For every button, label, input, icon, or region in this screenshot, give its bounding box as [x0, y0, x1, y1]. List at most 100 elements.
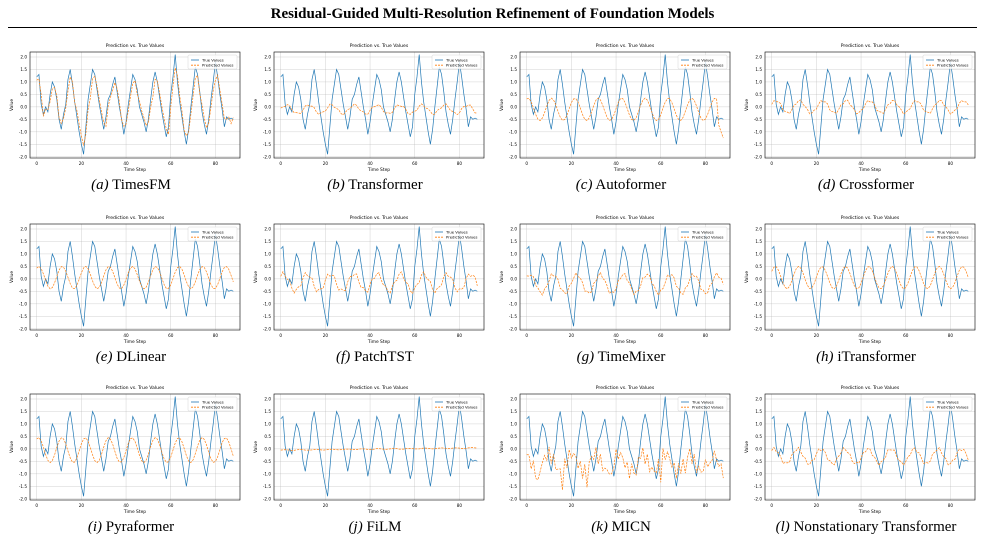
caption-label: (h): [816, 349, 834, 365]
x-tick-label: 0: [35, 503, 38, 508]
y-tick-label: -2.0: [263, 326, 272, 331]
plot-title: Prediction vs. True Values: [841, 385, 900, 391]
x-tick-label: 40: [858, 161, 864, 166]
legend-label: Predicted Values: [446, 235, 477, 240]
x-tick-label: 20: [79, 503, 85, 508]
x-tick-label: 80: [948, 333, 954, 338]
x-tick-label: 60: [658, 333, 664, 338]
y-tick-label: 1.0: [755, 251, 762, 256]
caption-model-name: PatchTST: [353, 349, 414, 365]
x-axis-label: Time Step: [858, 339, 881, 345]
figure-grid: Prediction vs. True Values -2.0 -1.5 -1.0 -0…: [0, 38, 985, 559]
y-axis-label: Value: [253, 271, 259, 283]
x-axis-label: Time Step: [613, 339, 636, 345]
caption-label: (a): [91, 177, 109, 193]
caption-model-name: MICN: [611, 519, 651, 535]
legend-label: True Values: [936, 399, 959, 404]
series-line-predicted-values: [36, 67, 234, 146]
chart-panel-d: Prediction vs. True Values -2.0 -1.5 -1.0 -0…: [743, 38, 985, 211]
y-tick-label: -1.0: [754, 301, 763, 306]
y-tick-label: 1.0: [20, 79, 27, 84]
y-tick-label: -2.0: [19, 326, 28, 331]
subfigure-caption: (g) TimeMixer: [498, 349, 744, 366]
y-tick-label: 0.0: [510, 276, 517, 281]
y-tick-label: -1.0: [509, 301, 518, 306]
y-tick-label: -1.5: [19, 142, 28, 147]
y-tick-label: 0.0: [264, 276, 271, 281]
legend-label: Predicted Values: [202, 63, 233, 68]
plot-frame: [764, 51, 976, 159]
series-line-predicted-values: [36, 437, 234, 464]
caption-label: (f): [336, 349, 351, 365]
y-axis-label: Value: [499, 99, 505, 111]
y-tick-label: 2.0: [20, 54, 27, 59]
caption-model-name: Pyraformer: [105, 519, 175, 535]
plot-title: Prediction vs. True Values: [596, 385, 655, 391]
y-tick-label: 1.5: [755, 409, 762, 414]
plot-title: Prediction vs. True Values: [596, 43, 655, 49]
y-tick-label: 0.0: [20, 446, 27, 451]
chart-panel-j: Prediction vs. True Values -2.0 -1.5 -1.0 -0…: [252, 380, 498, 553]
x-axis-label: Time Step: [858, 167, 881, 173]
x-tick-label: 0: [279, 503, 282, 508]
x-tick-label: 80: [703, 503, 709, 508]
y-tick-label: 1.5: [264, 409, 271, 414]
legend-label: Predicted Values: [446, 405, 477, 410]
y-tick-label: 1.0: [755, 79, 762, 84]
plot-title: Prediction vs. True Values: [596, 215, 655, 221]
chart-panel-h: Prediction vs. True Values -2.0 -1.5 -1.0 -0…: [743, 210, 985, 383]
y-tick-label: -1.0: [19, 301, 28, 306]
legend-label: Predicted Values: [692, 235, 723, 240]
plot-title: Prediction vs. True Values: [350, 215, 409, 221]
subfigure-caption: (f) PatchTST: [252, 349, 498, 366]
legend-label: True Values: [201, 57, 224, 62]
y-axis-label: Value: [744, 441, 750, 453]
x-tick-label: 40: [613, 333, 619, 338]
y-tick-label: 1.5: [264, 239, 271, 244]
y-tick-label: 1.0: [264, 421, 271, 426]
y-tick-label: 1.5: [264, 67, 271, 72]
x-tick-label: 80: [703, 333, 709, 338]
plot-frame: [273, 393, 485, 501]
y-tick-label: -1.5: [509, 314, 518, 319]
y-tick-label: -0.5: [263, 117, 272, 122]
y-tick-label: 0.5: [755, 264, 762, 269]
legend-box: [677, 226, 728, 242]
legend-label: Predicted Values: [692, 405, 723, 410]
caption-label: (l): [775, 519, 790, 535]
plot-title: Prediction vs. True Values: [841, 215, 900, 221]
caption-model-name: Crossformer: [839, 177, 915, 193]
x-tick-label: 80: [948, 503, 954, 508]
y-tick-label: 0.0: [755, 446, 762, 451]
series-line-true-values: [36, 226, 234, 327]
y-tick-label: 0.5: [510, 434, 517, 439]
series-line-true-values: [280, 54, 478, 155]
x-axis-label: Time Step: [123, 167, 146, 173]
y-tick-label: -2.0: [19, 496, 28, 501]
legend-label: True Values: [445, 229, 468, 234]
legend-label: Predicted Values: [446, 63, 477, 68]
x-tick-label: 80: [457, 503, 463, 508]
series-line-predicted-values: [771, 99, 969, 115]
y-tick-label: 0.0: [20, 276, 27, 281]
plot-frame: [29, 393, 241, 501]
legend-label: True Values: [445, 399, 468, 404]
y-tick-label: -2.0: [263, 154, 272, 159]
y-tick-label: 1.5: [510, 409, 517, 414]
chart-panel-g: Prediction vs. True Values -2.0 -1.5 -1.0 -0…: [498, 210, 744, 383]
caption-label: (j): [348, 519, 363, 535]
y-axis-label: Value: [253, 441, 259, 453]
legend-box: [431, 396, 482, 412]
subfigure-caption: (k) MICN: [498, 519, 744, 536]
subfigure-caption: (l) Nonstationary Transformer: [743, 519, 985, 536]
series-line-predicted-values: [280, 103, 478, 116]
y-tick-label: 2.0: [510, 54, 517, 59]
line-chart: Prediction vs. True Values -2.0 -1.5 -1.0 -0…: [744, 385, 976, 515]
x-tick-label: 60: [658, 161, 664, 166]
plot-frame: [764, 223, 976, 331]
y-tick-label: -2.0: [509, 326, 518, 331]
y-tick-label: 1.0: [20, 421, 27, 426]
legend-label: True Values: [201, 399, 224, 404]
legend-label: Predicted Values: [202, 235, 233, 240]
x-axis-label: Time Step: [367, 167, 390, 173]
